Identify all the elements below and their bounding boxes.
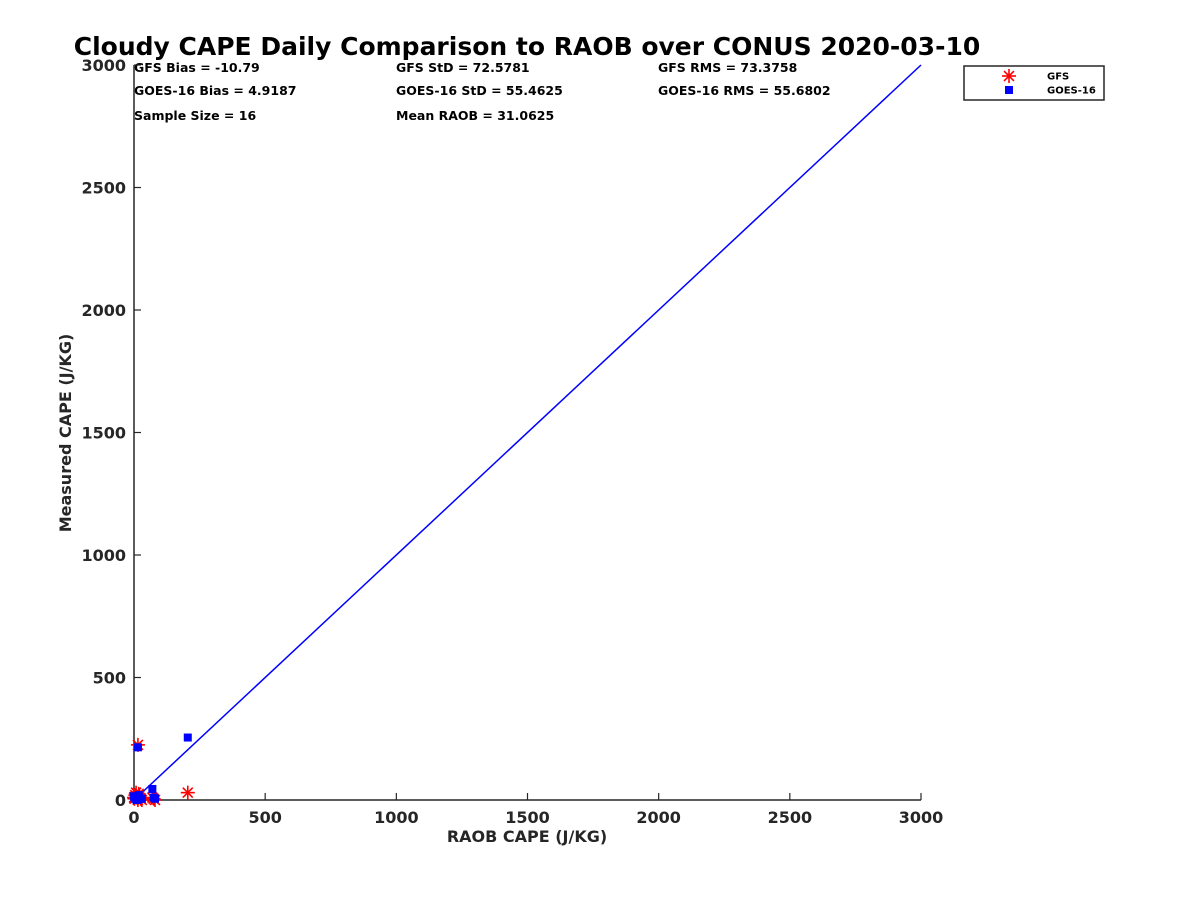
stat-text: GOES-16 Bias = 4.9187 [134,83,296,98]
one-to-one-reference-line [133,64,922,801]
x-tick-label: 2500 [768,808,813,827]
y-tick-label: 2000 [81,301,126,320]
goes-16-point [137,794,146,803]
legend-label: GOES-16 [1047,86,1096,97]
legend-label: GFS [1047,72,1069,83]
goes-16-point [150,794,159,803]
x-tick-label: 500 [248,808,281,827]
x-tick-label: 1500 [505,808,550,827]
x-tick-label: 2000 [636,808,681,827]
x-tick-label: 3000 [899,808,944,827]
x-tick-label: 1000 [374,808,419,827]
axis-ticks: 0 500 1000 1500 2000 2500 3000 0 500 1000 1500 2000… [81,56,943,827]
legend: GFS GOES-16 [963,65,1105,101]
x-axis-label: RAOB CAPE (J/KG) [447,827,607,846]
stats-panel: GFS Bias = -10.79 GFS StD = 72.5781 GFS RM… [134,60,831,123]
stat-text: GOES-16 RMS = 55.6802 [658,83,831,98]
legend-marker-goes-16 [1005,86,1013,94]
y-tick-label: 500 [93,669,126,688]
y-tick-label: 2500 [81,179,126,198]
x-tick-label: 0 [128,808,139,827]
goes-16-point [183,733,192,742]
legend-box [963,65,1105,101]
stat-text: GFS StD = 72.5781 [396,60,530,75]
y-axis-label: Measured CAPE (J/KG) [56,334,75,533]
stat-text: Mean RAOB = 31.0625 [396,108,554,123]
y-tick-label: 1000 [81,546,126,565]
stat-text: GFS RMS = 73.3758 [658,60,797,75]
goes-16-point [132,796,141,804]
y-tick-label: 3000 [81,56,126,75]
stat-text: GOES-16 StD = 55.4625 [396,83,563,98]
y-tick-label: 0 [115,791,126,810]
legend-marker-gfs [1002,69,1016,83]
y-tick-label: 1500 [81,424,126,443]
goes-16-point [133,743,142,752]
data-points [127,733,195,807]
goes-16-point [148,784,157,793]
chart-title: Cloudy CAPE Daily Comparison to RAOB ove… [74,32,980,61]
gfs-point [180,785,195,800]
stat-text: Sample Size = 16 [134,108,256,123]
stat-text: GFS Bias = -10.79 [134,60,260,75]
